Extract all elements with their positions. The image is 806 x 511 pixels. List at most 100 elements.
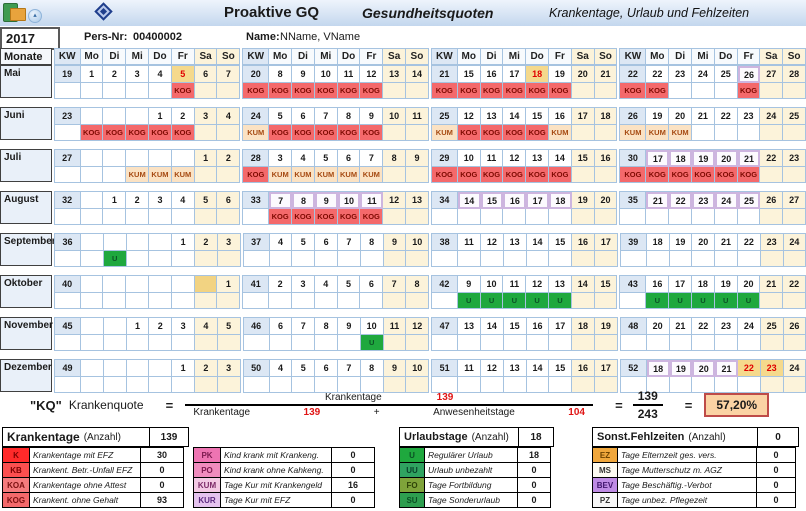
day-cell[interactable]: 16 [594,150,618,167]
code-cell[interactable]: KUM [337,167,361,183]
day-cell[interactable]: 27 [783,192,806,209]
code-cell[interactable] [620,251,647,267]
code-cell[interactable] [81,377,104,393]
day-cell[interactable]: 14 [526,360,550,377]
code-cell[interactable] [360,251,384,267]
code-cell[interactable] [480,335,504,351]
day-cell[interactable]: 3 [149,192,172,209]
day-cell[interactable]: 16 [480,66,504,83]
day-cell[interactable]: 13 [480,108,504,125]
code-cell[interactable] [783,209,806,225]
day-cell[interactable] [103,150,127,167]
day-cell[interactable]: 21 [715,234,738,251]
code-cell[interactable]: KUM [669,125,693,141]
code-cell[interactable] [458,335,481,351]
kw-cell[interactable]: 19 [54,66,81,83]
code-cell[interactable]: U [669,293,693,309]
code-cell[interactable]: KUM [126,167,150,183]
code-cell[interactable] [171,209,195,225]
day-cell[interactable]: 20 [692,360,716,377]
day-cell[interactable]: 12 [480,234,504,251]
code-cell[interactable]: KOG [360,209,384,225]
day-cell[interactable]: 23 [760,360,784,377]
day-cell[interactable]: 7 [383,276,407,293]
day-cell[interactable]: 17 [646,150,670,167]
code-cell[interactable]: KUM [292,167,315,183]
kw-cell[interactable]: 27 [54,150,81,167]
day-cell[interactable] [149,276,172,293]
code-cell[interactable] [760,83,784,99]
day-cell[interactable]: 16 [549,108,572,125]
code-cell[interactable] [269,377,293,393]
day-cell[interactable]: 26 [760,192,784,209]
code-cell[interactable] [217,251,241,267]
kw-cell[interactable]: 40 [54,276,81,293]
day-cell[interactable]: 23 [715,318,738,335]
code-cell[interactable] [172,251,195,267]
code-cell[interactable] [54,83,81,99]
code-cell[interactable] [526,335,550,351]
day-cell[interactable]: 4 [217,108,241,125]
code-cell[interactable] [526,251,550,267]
day-cell[interactable]: 18 [692,276,715,293]
day-cell[interactable]: 5 [194,192,218,209]
day-cell[interactable]: 9 [360,108,384,125]
day-cell[interactable]: 14 [406,66,429,83]
day-cell[interactable]: 12 [406,318,430,335]
code-cell[interactable]: U [480,293,504,309]
kw-cell[interactable]: 24 [243,108,270,125]
day-cell[interactable]: 24 [714,192,738,209]
day-cell[interactable]: 18 [646,234,670,251]
day-cell[interactable]: 11 [406,108,429,125]
day-cell[interactable]: 2 [126,192,150,209]
day-cell[interactable]: 2 [103,66,127,83]
day-cell[interactable]: 23 [692,192,715,209]
code-cell[interactable] [217,209,241,225]
code-cell[interactable] [243,335,270,351]
kw-cell[interactable]: 50 [243,360,270,377]
code-cell[interactable]: KOG [269,125,293,141]
day-cell[interactable]: 15 [549,360,573,377]
day-cell[interactable]: 1 [126,318,150,335]
day-cell[interactable] [80,276,104,293]
code-cell[interactable] [760,293,784,309]
kw-cell[interactable]: 30 [620,150,647,167]
legend-value[interactable]: 0 [331,492,375,508]
code-cell[interactable] [458,251,481,267]
code-cell[interactable] [103,293,127,309]
day-cell[interactable] [103,276,127,293]
legend-value[interactable]: 93 [140,492,184,508]
code-cell[interactable] [194,293,218,309]
day-cell[interactable]: 22 [646,66,670,83]
day-cell[interactable]: 19 [571,192,595,209]
day-cell[interactable]: 23 [669,66,693,83]
code-cell[interactable]: U [549,293,572,309]
code-cell[interactable] [620,209,647,225]
code-cell[interactable] [594,335,618,351]
code-cell[interactable]: KOG [149,125,172,141]
day-cell[interactable]: 4 [269,360,293,377]
code-cell[interactable]: KOG [243,167,270,183]
day-cell[interactable]: 22 [692,318,716,335]
code-cell[interactable] [431,209,458,225]
day-cell[interactable]: 17 [594,360,618,377]
code-cell[interactable] [406,209,429,225]
day-cell[interactable]: 10 [406,360,430,377]
code-cell[interactable] [406,293,429,309]
code-cell[interactable] [406,83,429,99]
day-cell[interactable]: 25 [760,318,784,335]
day-cell[interactable]: 14 [571,276,595,293]
day-cell[interactable] [171,150,195,167]
day-cell[interactable]: 16 [572,360,595,377]
code-cell[interactable] [737,209,761,225]
code-cell[interactable] [103,167,127,183]
code-cell[interactable] [126,377,150,393]
legend-value[interactable]: 0 [331,462,375,478]
code-cell[interactable] [217,377,241,393]
code-cell[interactable] [269,335,293,351]
code-cell[interactable] [54,167,81,183]
code-cell[interactable] [549,209,572,225]
code-cell[interactable] [669,251,693,267]
kw-cell[interactable]: 20 [243,66,270,83]
day-cell[interactable] [194,276,218,293]
